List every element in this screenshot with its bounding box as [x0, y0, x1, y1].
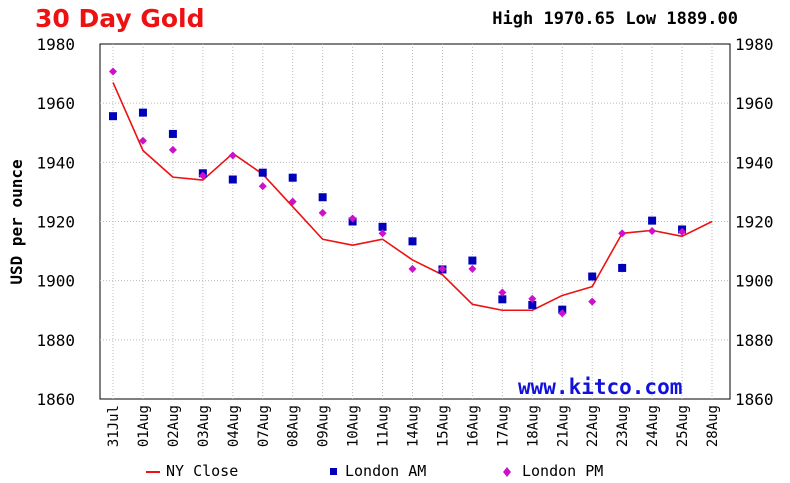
y-tick-label-right: 1960	[735, 94, 774, 113]
y-tick-label-right: 1940	[735, 153, 774, 172]
x-tick-label: 16Aug	[465, 405, 481, 447]
london-pm-point	[348, 214, 357, 223]
y-tick-label-left: 1880	[36, 331, 75, 350]
x-tick-label: 18Aug	[525, 405, 541, 447]
legend-ny-close-label: NY Close	[166, 462, 239, 480]
london-pm-point	[618, 229, 627, 238]
legend	[146, 467, 511, 477]
x-tick-label: 14Aug	[406, 405, 422, 447]
london-am-point	[258, 168, 267, 177]
y-tick-label-left: 1960	[36, 94, 75, 113]
x-tick-label: 24Aug	[645, 405, 661, 447]
y-tick-label-left: 1900	[36, 272, 75, 291]
london-am-point	[168, 129, 177, 138]
x-tick-label: 10Aug	[346, 405, 362, 447]
london-pm-point	[648, 226, 657, 235]
x-tick-label: 11Aug	[376, 405, 392, 447]
london-pm-point	[678, 227, 687, 236]
y-tick-label-right: 1880	[735, 331, 774, 350]
y-axis-right: 1860 1880 1900 1920 1940 1960 1980	[735, 35, 774, 409]
high-label: High	[492, 9, 534, 29]
london-pm-point	[318, 208, 327, 217]
x-tick-label: 15Aug	[435, 405, 451, 447]
london-am-point	[318, 193, 327, 202]
x-tick-label: 08Aug	[286, 405, 302, 447]
x-tick-label: 07Aug	[256, 405, 272, 447]
y-tick-label-left: 1920	[36, 213, 75, 232]
london-am-point	[378, 222, 387, 231]
london-pm-point	[168, 145, 177, 154]
low-value: 1889.00	[666, 9, 738, 29]
london-pm-point	[528, 294, 537, 303]
london-pm-point	[258, 182, 267, 191]
y-tick-label-left: 1860	[36, 390, 75, 409]
london-am-point	[228, 175, 237, 184]
london-pm-point	[198, 171, 207, 180]
y-tick-label-right: 1920	[735, 213, 774, 232]
y-tick-label-left: 1980	[36, 35, 75, 54]
legend-london-am-label: London AM	[345, 462, 427, 480]
x-tick-label: 31Jul	[106, 405, 122, 447]
series-ny-close	[112, 82, 713, 312]
legend-london-pm-swatch	[503, 467, 511, 477]
london-pm-point	[378, 229, 387, 238]
x-tick-label: 25Aug	[675, 405, 691, 447]
x-tick-label: 22Aug	[585, 405, 601, 447]
london-pm-point	[438, 264, 447, 273]
london-pm-point	[468, 264, 477, 273]
london-pm-point	[138, 136, 147, 145]
london-am-point	[408, 237, 417, 246]
y-tick-label-right: 1980	[735, 35, 774, 54]
london-am-point	[288, 173, 297, 182]
london-pm-point	[228, 151, 237, 160]
series-london-pm	[109, 67, 687, 318]
x-tick-label: 04Aug	[226, 405, 242, 447]
london-pm-point	[588, 297, 597, 306]
london-am-point	[618, 263, 627, 272]
london-pm-point	[498, 288, 507, 297]
x-tick-label: 21Aug	[555, 405, 571, 447]
y-axis-left: 1860 1880 1900 1920 1940 1960 1980	[36, 35, 75, 409]
london-am-point	[468, 256, 477, 265]
high-value: 1970.65	[543, 9, 616, 29]
high-low-summary: High 1970.65 Low 1889.00	[492, 9, 738, 29]
x-tick-label: 23Aug	[615, 405, 631, 447]
y-tick-label-right: 1900	[735, 272, 774, 291]
x-tick-label: 02Aug	[166, 405, 182, 447]
x-axis: 31Jul 01Aug 02Aug 03Aug 04Aug 07Aug 08Aug 09Aug…	[106, 405, 721, 447]
y-tick-label-right: 1860	[735, 390, 774, 409]
y-tick-label-left: 1940	[36, 153, 75, 172]
london-pm-point	[558, 309, 567, 318]
x-tick-label: 01Aug	[136, 405, 152, 447]
london-pm-point	[109, 67, 117, 76]
x-tick-label: 09Aug	[316, 405, 332, 447]
london-pm-point	[408, 264, 417, 273]
london-am-point	[588, 272, 597, 281]
grid-lines	[100, 44, 730, 399]
legend-london-am-swatch	[330, 468, 337, 475]
london-am-point	[109, 112, 117, 121]
london-pm-point	[288, 197, 297, 206]
x-tick-label: 28Aug	[705, 405, 721, 447]
y-axis-label: USD per ounce	[7, 159, 26, 284]
x-tick-label: 17Aug	[495, 405, 511, 447]
london-am-point	[138, 108, 147, 117]
x-tick-label: 03Aug	[196, 405, 212, 447]
kitco-watermark[interactable]: www.kitco.com	[518, 375, 683, 399]
low-label: Low	[625, 9, 657, 29]
london-am-point	[528, 300, 537, 309]
ny-close-line	[112, 82, 713, 312]
chart-title: 30 Day Gold	[35, 4, 205, 33]
london-am-point	[498, 295, 507, 304]
london-am-point	[648, 216, 657, 225]
legend-london-pm-label: London PM	[522, 462, 604, 480]
